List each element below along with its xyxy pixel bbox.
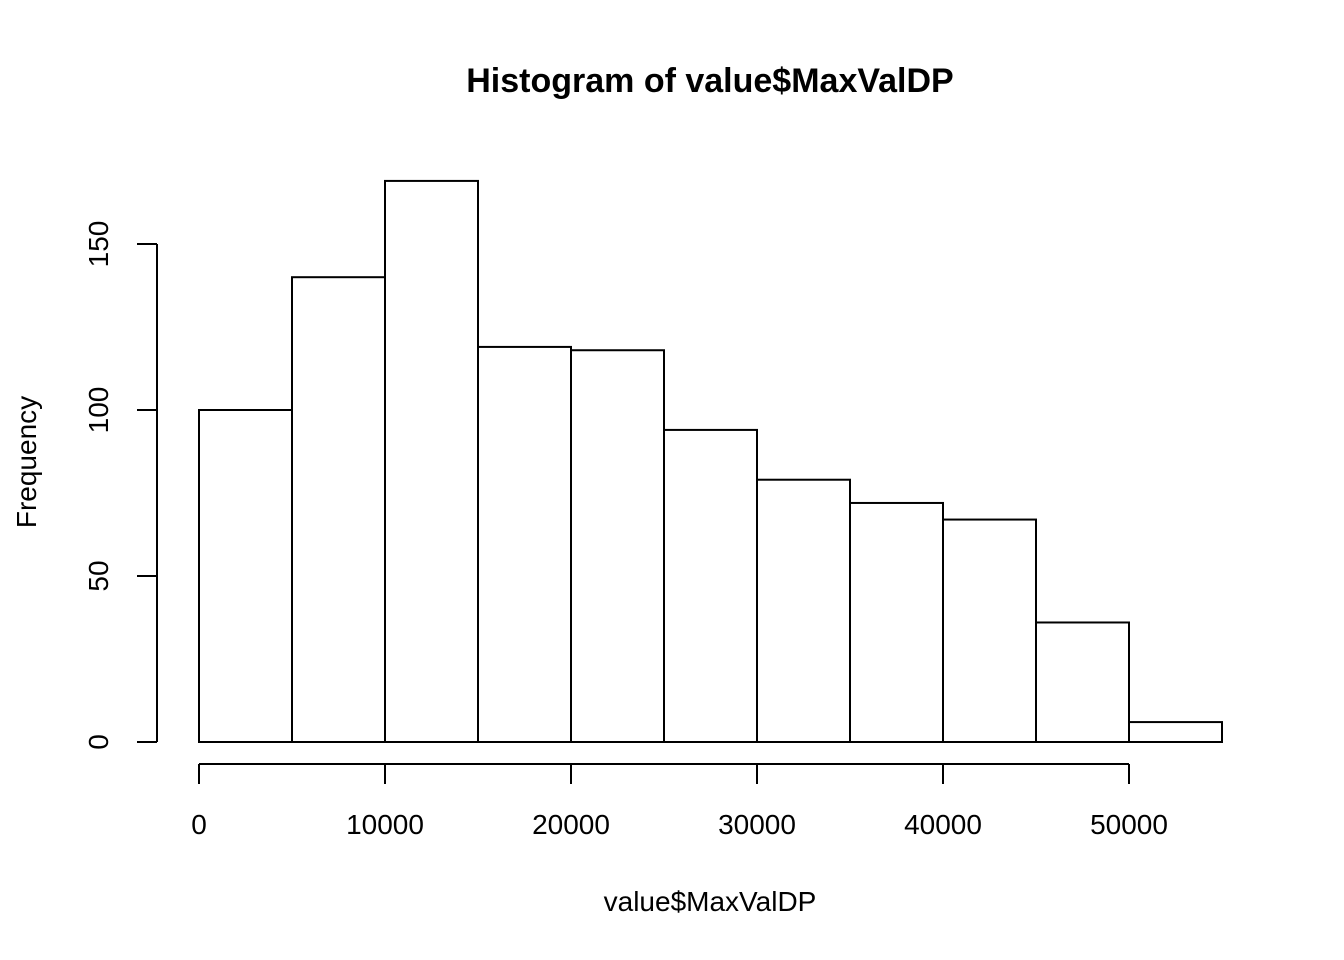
- histogram-bar: [198, 409, 293, 743]
- y-axis-label: Frequency: [11, 396, 42, 528]
- x-tick-label: 30000: [718, 809, 796, 840]
- histogram-bar: [849, 501, 944, 743]
- y-tick-label: 50: [83, 560, 114, 591]
- histogram-bar: [663, 428, 758, 743]
- y-tick-label: 100: [83, 387, 114, 434]
- histogram-bar: [570, 349, 665, 743]
- x-tick-label: 10000: [346, 809, 424, 840]
- x-tick-label: 40000: [904, 809, 982, 840]
- chart-title: Histogram of value$MaxValDP: [466, 62, 954, 100]
- histogram-bar: [756, 478, 851, 743]
- histogram-bars: [198, 179, 1223, 744]
- x-tick-label: 50000: [1090, 809, 1168, 840]
- y-tick-label: 0: [83, 734, 114, 750]
- histogram-bar: [291, 276, 386, 743]
- x-tick-label: 0: [191, 809, 207, 840]
- x-axis-label: value$MaxValDP: [604, 886, 817, 917]
- histogram-bar: [1035, 621, 1130, 743]
- y-tick-label: 150: [83, 221, 114, 268]
- histogram-bar: [1128, 721, 1223, 744]
- histogram-bar: [384, 179, 479, 744]
- y-axis: 0 50 100 150: [83, 221, 158, 750]
- x-axis: 0 10000 20000 30000 40000 50000: [191, 763, 1168, 840]
- histogram-bar: [477, 345, 572, 743]
- histogram-bar: [942, 518, 1037, 743]
- x-tick-label: 20000: [532, 809, 610, 840]
